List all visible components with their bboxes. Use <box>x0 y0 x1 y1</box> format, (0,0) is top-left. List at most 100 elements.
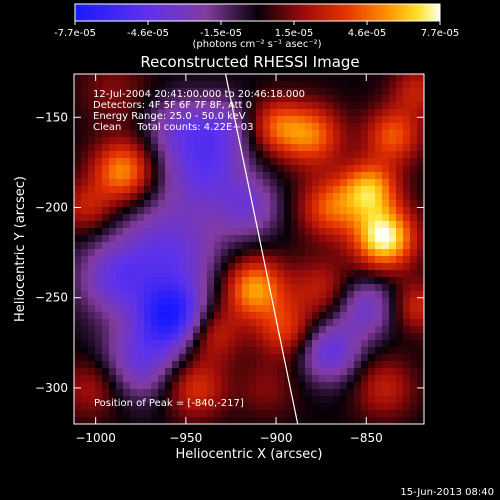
image-pixel <box>396 95 404 103</box>
image-pixel <box>354 417 362 424</box>
image-pixel <box>193 81 201 89</box>
image-pixel <box>81 235 89 243</box>
image-pixel <box>123 256 131 264</box>
image-pixel <box>249 137 257 145</box>
image-pixel <box>214 284 222 292</box>
image-pixel <box>165 305 173 313</box>
image-pixel <box>158 270 166 278</box>
image-pixel <box>74 179 82 187</box>
image-pixel <box>403 179 411 187</box>
image-pixel <box>403 361 411 369</box>
image-pixel <box>368 354 376 362</box>
image-pixel <box>179 291 187 299</box>
image-pixel <box>249 319 257 327</box>
image-pixel <box>249 207 257 215</box>
image-pixel <box>151 102 159 110</box>
image-pixel <box>298 368 306 376</box>
image-pixel <box>207 333 215 341</box>
image-pixel <box>298 298 306 306</box>
image-pixel <box>172 74 180 82</box>
image-pixel <box>102 158 110 166</box>
image-pixel <box>368 396 376 404</box>
image-pixel <box>228 277 236 285</box>
image-pixel <box>228 256 236 264</box>
image-pixel <box>151 291 159 299</box>
image-pixel <box>270 347 278 355</box>
image-pixel <box>235 172 243 180</box>
image-pixel <box>368 277 376 285</box>
image-pixel <box>396 396 404 404</box>
image-pixel <box>235 144 243 152</box>
image-pixel <box>137 74 145 82</box>
image-pixel <box>95 88 103 96</box>
image-pixel <box>81 214 89 222</box>
image-pixel <box>354 249 362 257</box>
image-pixel <box>326 109 334 117</box>
image-pixel <box>193 228 201 236</box>
image-pixel <box>417 214 424 222</box>
image-pixel <box>165 410 173 418</box>
image-pixel <box>312 291 320 299</box>
image-pixel <box>368 74 376 82</box>
image-pixel <box>137 186 145 194</box>
image-pixel <box>389 319 397 327</box>
image-pixel <box>396 186 404 194</box>
image-pixel <box>235 130 243 138</box>
image-pixel <box>256 193 264 201</box>
image-pixel <box>221 263 229 271</box>
image-pixel <box>235 368 243 376</box>
image-pixel <box>137 235 145 243</box>
image-pixel <box>214 263 222 271</box>
image-pixel <box>109 410 117 418</box>
image-pixel <box>88 200 96 208</box>
image-pixel <box>116 354 124 362</box>
image-pixel <box>186 242 194 250</box>
image-pixel <box>186 158 194 166</box>
image-pixel <box>235 403 243 411</box>
image-pixel <box>200 144 208 152</box>
image-pixel <box>228 375 236 383</box>
image-pixel <box>382 340 390 348</box>
image-pixel <box>417 396 424 404</box>
image-pixel <box>228 312 236 320</box>
image-pixel <box>137 214 145 222</box>
image-pixel <box>207 186 215 194</box>
image-pixel <box>130 354 138 362</box>
image-pixel <box>375 228 383 236</box>
image-pixel <box>186 214 194 222</box>
image-pixel <box>347 200 355 208</box>
image-pixel <box>172 144 180 152</box>
image-pixel <box>354 382 362 390</box>
image-pixel <box>326 123 334 131</box>
image-pixel <box>151 221 159 229</box>
image-pixel <box>221 165 229 173</box>
image-pixel <box>354 137 362 145</box>
image-pixel <box>284 193 292 201</box>
image-pixel <box>347 95 355 103</box>
image-pixel <box>396 389 404 397</box>
image-pixel <box>270 123 278 131</box>
image-pixel <box>403 410 411 418</box>
image-pixel <box>74 291 82 299</box>
image-pixel <box>361 410 369 418</box>
image-pixel <box>214 235 222 243</box>
image-pixel <box>284 95 292 103</box>
image-pixel <box>284 165 292 173</box>
image-pixel <box>396 207 404 215</box>
image-pixel <box>214 277 222 285</box>
image-pixel <box>214 242 222 250</box>
image-pixel <box>109 74 117 82</box>
image-pixel <box>151 403 159 411</box>
image-pixel <box>116 375 124 383</box>
image-pixel <box>347 298 355 306</box>
image-pixel <box>256 263 264 271</box>
image-pixel <box>417 88 424 96</box>
image-pixel <box>158 256 166 264</box>
image-pixel <box>382 81 390 89</box>
image-pixel <box>277 102 285 110</box>
image-pixel <box>298 165 306 173</box>
image-pixel <box>326 249 334 257</box>
image-pixel <box>116 102 124 110</box>
image-pixel <box>179 221 187 229</box>
image-pixel <box>123 88 131 96</box>
